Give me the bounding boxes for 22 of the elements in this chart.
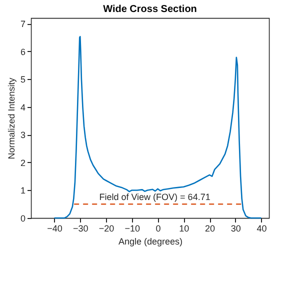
- x-tick-label: −40: [47, 224, 62, 234]
- x-tick-label: 30: [230, 224, 241, 234]
- x-tick-label: −20: [98, 224, 114, 234]
- y-tick-label: 0: [20, 214, 26, 224]
- line-series: [54, 36, 262, 219]
- y-tick-label: 2: [20, 158, 26, 168]
- annotation: Field of View (FOV) = 64.71: [99, 192, 210, 202]
- y-tick-label: 4: [20, 102, 26, 112]
- y-tick-label: 5: [20, 74, 26, 85]
- x-tick-label: −30: [73, 224, 88, 234]
- y-tick-label: 7: [20, 19, 26, 30]
- x-tick-label: 0: [156, 224, 161, 234]
- y-tick-label: 6: [20, 46, 26, 57]
- chart-title: Wide Cross Section: [103, 4, 197, 15]
- x-tick-label: 20: [204, 224, 216, 234]
- y-tick-label: 1: [20, 186, 26, 196]
- x-tick-label: 10: [179, 224, 190, 234]
- x-tick-label: 40: [256, 224, 267, 234]
- x-axis-title: Angle (degrees): [118, 236, 183, 246]
- y-tick-label: 3: [20, 130, 26, 140]
- x-tick-label: −10: [124, 224, 140, 234]
- y-axis-title: Normalized Intensity: [6, 77, 16, 160]
